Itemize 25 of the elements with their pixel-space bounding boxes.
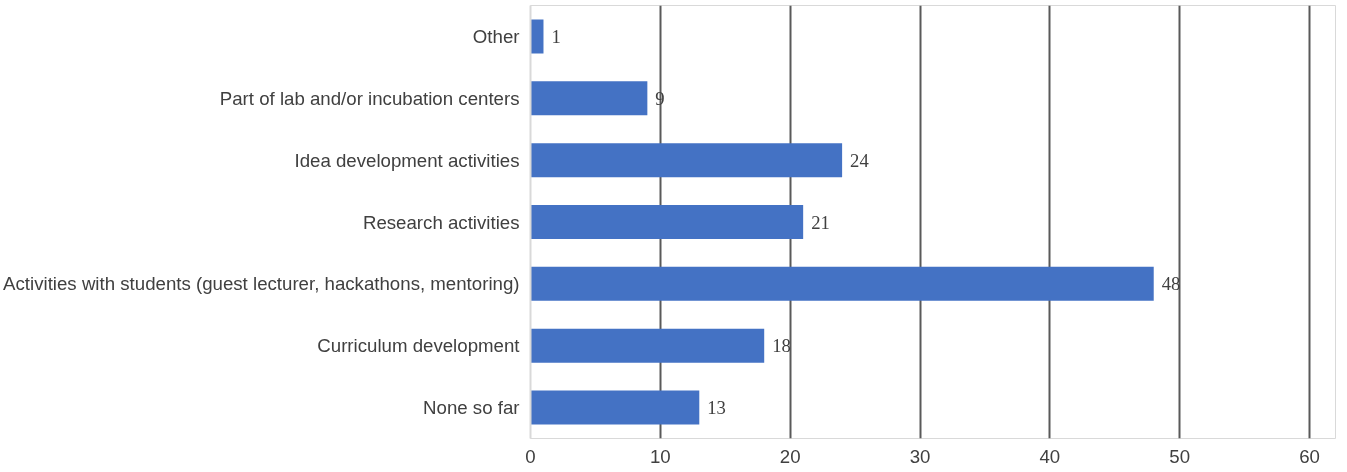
y-tick-label: Curriculum development <box>317 335 521 357</box>
y-tick-label: Idea development activities <box>294 149 520 171</box>
bar <box>530 204 804 240</box>
bar <box>530 81 648 116</box>
data-label: 21 <box>811 211 830 233</box>
data-label: 1 <box>551 25 561 47</box>
y-tick-label: None so far <box>423 397 520 419</box>
x-tick-label: 40 <box>1039 445 1061 467</box>
y-tick-label: Research activities <box>362 211 520 233</box>
bar <box>530 143 843 178</box>
bar <box>530 390 700 425</box>
y-tick-label: Part of lab and/or incubation centers <box>219 87 520 109</box>
x-tick-label: 50 <box>1169 445 1191 467</box>
y-tick-label: Activities with students (guest lecturer, hackathons, mentoring) <box>3 273 520 295</box>
data-label: 13 <box>707 397 726 419</box>
bar <box>530 266 1154 301</box>
bar <box>530 328 765 363</box>
x-tick-label: 60 <box>1299 445 1320 467</box>
x-tick-label: 10 <box>649 445 671 467</box>
x-tick-label: 30 <box>909 445 931 467</box>
data-label: 18 <box>772 335 791 357</box>
x-tick-label: 0 <box>525 445 536 467</box>
data-label: 24 <box>850 149 870 171</box>
x-tick-label: 20 <box>779 445 801 467</box>
y-tick-label: Other <box>472 25 520 47</box>
